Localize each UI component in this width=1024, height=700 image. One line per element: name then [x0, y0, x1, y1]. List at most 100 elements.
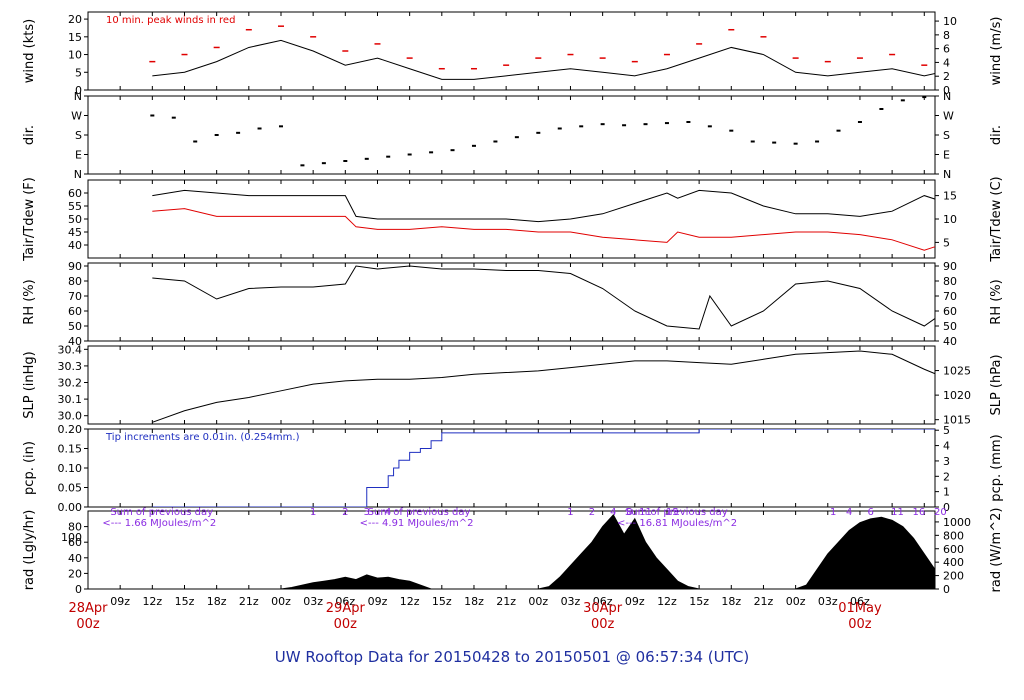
- series-group: [152, 189, 935, 251]
- x-hour-label: 18z: [721, 595, 741, 608]
- y-tick-right-label: 4: [943, 56, 950, 69]
- dir-point: [557, 127, 562, 130]
- series-line-tdew: [152, 208, 935, 251]
- radiation-area: [280, 514, 935, 589]
- y-axis-label-left: Tair/Tdew (F): [22, 177, 37, 262]
- dir-point: [343, 160, 348, 162]
- x-hour-label: 15z: [689, 595, 709, 608]
- dir-point: [579, 125, 584, 128]
- panel-frame: [87, 11, 936, 91]
- footer-title: UW Rooftop Data for 20150428 to 20150501…: [0, 648, 1024, 666]
- series-line-rh: [152, 265, 935, 330]
- x-day-label-time: 00z: [76, 617, 100, 632]
- x-day-label: 30Apr: [583, 601, 623, 616]
- x-hour-label: 06z: [593, 595, 613, 608]
- x-hour-label: 00z: [271, 595, 291, 608]
- y-tick-label: 40: [68, 335, 82, 348]
- y-axis-label-left: dir.: [22, 125, 37, 145]
- y-tick-label: 15: [68, 31, 82, 44]
- rad-tip-label: 8: [626, 507, 632, 518]
- x-day-label-time: 00z: [848, 617, 872, 632]
- y-tick-right-label: 800: [943, 529, 964, 542]
- dir-point: [364, 157, 369, 160]
- series-group: [152, 265, 935, 330]
- y-tick-label: 55: [68, 200, 82, 213]
- y-tick-label: E: [75, 149, 82, 162]
- dir-point: [536, 131, 541, 134]
- rad-tip-label: 16: [913, 507, 926, 518]
- y-tick-label: 90: [68, 260, 82, 273]
- dir-point: [707, 125, 712, 128]
- rad-tip-label: 3: [364, 507, 370, 518]
- y-tick-label: 70: [68, 290, 82, 303]
- dir-point: [321, 162, 326, 165]
- rad-tip-label: 4: [385, 507, 391, 518]
- y-axis-label-left: SLP (inHg): [22, 351, 37, 419]
- x-hour-label: 03z: [561, 595, 581, 608]
- y-axis-label-right: wind (m/s): [989, 17, 1004, 86]
- dir-point: [514, 136, 519, 139]
- panel-note: 10 min. peak winds in red: [106, 15, 235, 26]
- x-hour-label: 09z: [625, 595, 645, 608]
- x-hour-label: 09z: [368, 595, 388, 608]
- y-tick-label: 80: [68, 521, 82, 534]
- y-tick-label: 10: [68, 49, 82, 62]
- y-tick-label: N: [74, 90, 82, 103]
- dir-point: [686, 121, 691, 123]
- rad-tip-label: 4: [610, 507, 616, 518]
- y-axis-label-left: wind (kts): [22, 19, 37, 83]
- y-tick-right-label: 2: [943, 70, 950, 83]
- panel-frame: [87, 262, 936, 342]
- rad-tip-label: 1: [830, 507, 836, 518]
- y-tick-right-label: 5: [943, 424, 950, 437]
- y-tick-label: 0.10: [58, 462, 83, 475]
- rad-tip-label: 15: [666, 507, 679, 518]
- y-tick-right-label: 90: [943, 260, 957, 273]
- precip-line: [152, 429, 935, 507]
- x-day-label: 29Apr: [326, 601, 366, 616]
- x-hour-label: 21z: [239, 595, 259, 608]
- y-tick-label: 100: [61, 531, 82, 544]
- y-axis-label-right: Tair/Tdew (C): [989, 176, 1004, 262]
- panel-rh: 40 50 60 70 80 90 40 50 60 70 80 90 RH (%) RH (%): [22, 260, 1004, 348]
- y-tick-right-label: 80: [943, 275, 957, 288]
- dir-point: [836, 129, 841, 132]
- x-hour-label: 12z: [400, 595, 420, 608]
- y-tick-label: 20: [68, 567, 82, 580]
- rad-annotation-line2: <--- 4.91 MJoules/m^2: [360, 518, 474, 529]
- y-tick-label: 50: [68, 320, 82, 333]
- dir-point: [600, 123, 605, 126]
- y-tick-label: 30.2: [58, 377, 83, 390]
- y-tick-right-label: 3: [943, 455, 950, 468]
- panel-note: Tip increments are 0.01in. (0.254mm.): [105, 432, 300, 443]
- dir-point: [729, 129, 734, 132]
- rad-tip-label: 1: [567, 507, 573, 518]
- y-tick-label: 0: [75, 84, 82, 97]
- y-tick-label: 50: [68, 213, 82, 226]
- dir-point: [150, 114, 155, 117]
- dir-point: [429, 151, 434, 154]
- y-tick-label: 20: [68, 13, 82, 26]
- x-hour-label: 21z: [496, 595, 516, 608]
- y-tick-right-label: 50: [943, 320, 957, 333]
- y-tick-right-label: N: [943, 90, 951, 103]
- dir-point: [257, 127, 262, 130]
- rad-tip-label: 4: [846, 507, 852, 518]
- y-tick-label: 40: [68, 239, 82, 252]
- y-tick-label: 0.20: [58, 423, 83, 436]
- y-tick-right-label: 10: [943, 15, 957, 28]
- dir-point: [471, 144, 476, 147]
- x-hour-label: 06z: [850, 595, 870, 608]
- y-tick-label: N: [74, 168, 82, 181]
- panel-slp: 30.0 30.1 30.2 30.3 30.4 1015 1020 1025 SLP (inH…: [22, 343, 1004, 426]
- dir-point: [664, 122, 669, 125]
- x-day-label: 01May: [838, 601, 882, 616]
- x-hour-label: 12z: [657, 595, 677, 608]
- x-hour-label: 09z: [110, 595, 130, 608]
- series-group: [149, 25, 935, 80]
- y-axis-label-left: RH (%): [22, 279, 37, 324]
- dir-point: [493, 140, 498, 143]
